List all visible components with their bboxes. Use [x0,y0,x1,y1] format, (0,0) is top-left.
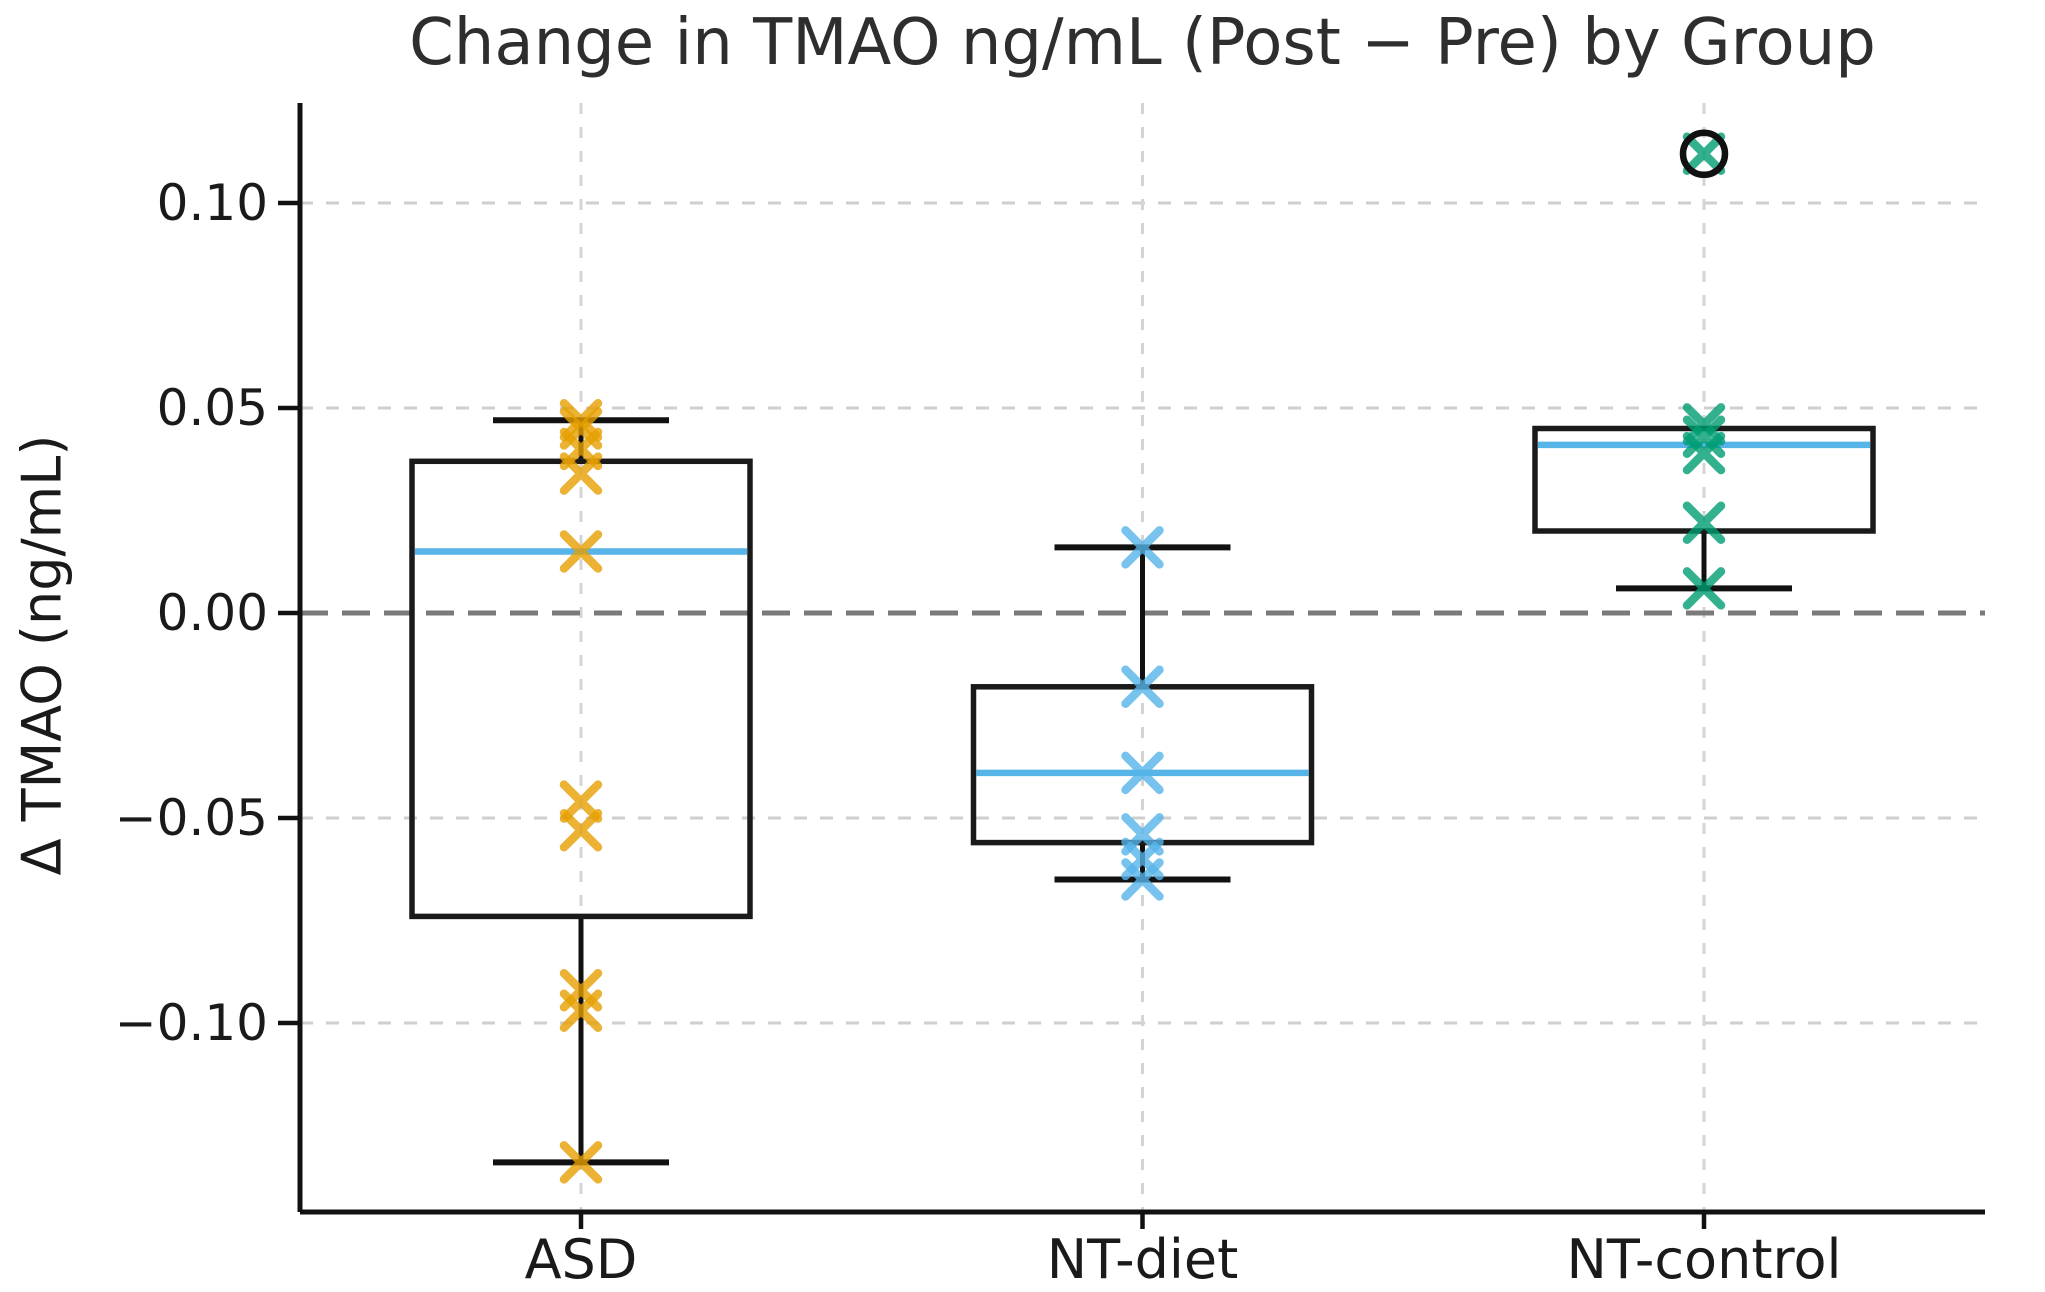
data-point-marker-nt-control [1682,501,1726,545]
data-point-marker-asd [559,399,603,442]
data-point-marker-nt-diet [1121,751,1164,795]
data-point-marker-asd [559,452,603,495]
data-point-marker-nt-diet [1121,526,1164,569]
y-tick-label: 0.00 [157,584,268,642]
y-tick-label: 0.10 [157,174,268,232]
y-tick-label: 0.05 [157,379,268,437]
data-point-marker-nt-diet [1121,665,1164,709]
data-point-marker-asd [559,780,603,823]
data-point-marker-nt-control [1682,567,1726,610]
data-point-marker-nt-control [1682,132,1726,176]
x-tick-label-nt-control: NT-control [1566,1228,1841,1291]
data-point-marker-nt-control [1682,403,1726,446]
data-point-marker-asd [559,1141,603,1184]
outlier-ring-nt-control [1679,129,1729,179]
data-point-marker-nt-control [1682,415,1726,458]
y-tick-label: −0.05 [115,789,268,847]
data-point-marker-asd [559,530,603,573]
data-point-marker-nt-diet [1121,858,1164,901]
data-point-marker-nt-control [1682,431,1726,475]
box-asd [409,458,753,920]
data-point-marker-asd [559,989,603,1032]
x-tick-label-nt-diet: NT-diet [1047,1228,1239,1291]
data-point-marker-asd [559,809,603,852]
x-tick-label-asd: ASD [525,1228,638,1291]
y-tick-label: −0.10 [115,994,268,1052]
chart-title: Change in TMAO ng/mL (Post − Pre) by Gro… [409,6,1876,80]
